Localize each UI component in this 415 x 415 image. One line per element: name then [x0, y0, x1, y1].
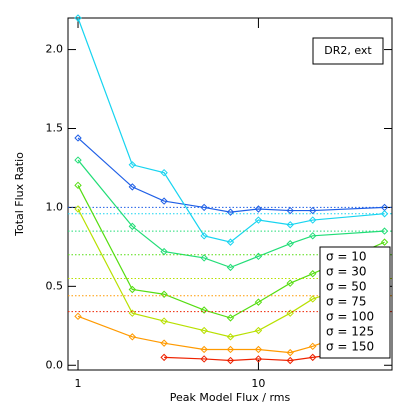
plot-frame	[67, 17, 393, 371]
data-point	[74, 312, 82, 321]
data-point	[254, 252, 263, 261]
series-line	[77, 159, 385, 269]
data-point	[286, 206, 294, 215]
data-point	[200, 355, 208, 363]
data-point	[309, 206, 317, 215]
data-point	[128, 333, 137, 341]
data-point	[286, 240, 294, 248]
data-point	[160, 197, 168, 205]
data-point	[254, 298, 263, 306]
data-point	[309, 342, 317, 351]
data-point	[74, 205, 82, 213]
x-axis-label: Peak Model Flux / rms	[170, 391, 291, 404]
data-point	[74, 14, 82, 22]
data-point	[309, 295, 317, 303]
data-point	[226, 356, 235, 365]
data-point	[160, 339, 168, 347]
data-point	[309, 270, 317, 278]
data-point	[128, 161, 137, 169]
data-point	[128, 285, 137, 294]
data-point	[160, 317, 168, 325]
data-point	[286, 309, 294, 317]
y-tick-label: 0.5	[46, 279, 64, 292]
series-line	[77, 315, 385, 354]
data-point	[200, 203, 208, 212]
data-point	[226, 333, 235, 341]
legend-label: σ = 50	[326, 280, 367, 294]
legend-label: σ = 150	[326, 340, 374, 354]
data-point	[160, 353, 168, 362]
data-point	[380, 238, 389, 246]
data-point	[226, 345, 235, 354]
series-line	[77, 185, 385, 319]
data-point	[286, 356, 294, 365]
y-tick-label: 0.0	[46, 358, 64, 371]
data-point	[226, 238, 235, 246]
data-point	[160, 168, 168, 177]
y-tick-label: 1.5	[46, 121, 64, 134]
series-line	[77, 17, 385, 243]
annotation: DR2, ext	[324, 44, 372, 57]
data-point	[309, 216, 317, 224]
x-tick-label: 10	[251, 377, 265, 390]
legend-label: σ = 75	[326, 295, 367, 309]
legend-label: σ = 125	[326, 325, 374, 339]
data-point	[309, 353, 317, 362]
data-point	[74, 156, 82, 164]
data-point	[128, 222, 137, 231]
data-point	[74, 181, 82, 190]
series-line	[77, 208, 385, 338]
series-line	[164, 347, 385, 362]
data-point	[286, 221, 294, 229]
data-point	[160, 247, 168, 256]
legend-label: σ = 30	[326, 265, 367, 279]
legend-label: σ = 10	[326, 250, 367, 264]
data-point	[226, 263, 235, 272]
data-point	[380, 210, 389, 218]
data-point	[200, 232, 208, 240]
data-point	[254, 355, 263, 363]
x-tick-label: 1	[75, 377, 82, 390]
annotation-box	[312, 37, 384, 65]
data-point	[200, 306, 208, 314]
data-point	[128, 183, 137, 191]
data-point	[128, 309, 137, 317]
y-axis-label: Total Flux Ratio	[13, 152, 26, 237]
data-point	[309, 232, 317, 240]
y-tick-label: 1.0	[46, 200, 64, 213]
data-point	[254, 216, 263, 224]
data-point	[226, 208, 235, 216]
data-point	[254, 345, 263, 354]
series-line	[77, 137, 385, 213]
data-point	[160, 290, 168, 298]
data-point	[286, 348, 294, 357]
legend-box	[319, 246, 391, 359]
data-point	[200, 326, 208, 335]
data-point	[200, 345, 208, 354]
data-point	[254, 326, 263, 335]
legend-label: σ = 100	[326, 310, 374, 324]
y-tick-label: 2.0	[46, 43, 64, 56]
data-point	[74, 134, 82, 142]
data-point	[380, 227, 389, 235]
data-point	[254, 205, 263, 213]
data-point	[226, 314, 235, 322]
data-point	[286, 279, 294, 287]
data-point	[200, 254, 208, 262]
